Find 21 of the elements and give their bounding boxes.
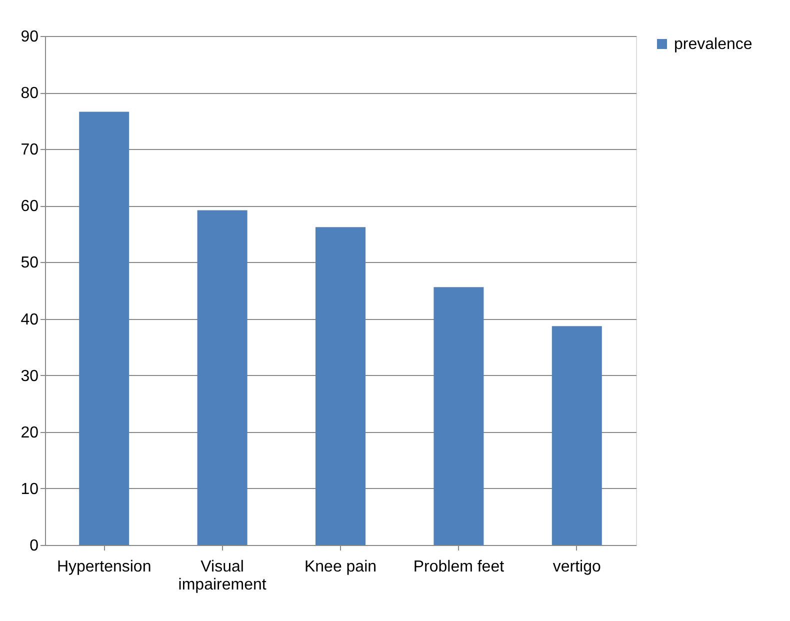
y-tick-label: 80 xyxy=(20,85,39,102)
y-tick-label: 90 xyxy=(20,28,39,46)
x-tick-label: Problem feet xyxy=(413,558,505,576)
x-tick-label: Knee pain xyxy=(304,558,377,576)
bar xyxy=(197,210,248,545)
bar xyxy=(316,227,366,545)
bar xyxy=(79,112,130,545)
x-tick-label: Hypertension xyxy=(56,558,152,576)
x-tick-label: vertigo xyxy=(552,558,602,576)
y-tick-label: 20 xyxy=(20,424,39,442)
y-tick-label: 60 xyxy=(20,198,39,216)
y-tick-label: 40 xyxy=(20,311,39,328)
bar xyxy=(552,326,602,545)
bar xyxy=(434,287,484,545)
legend-label: prevalence xyxy=(674,36,752,53)
y-tick-label: 0 xyxy=(30,538,39,554)
y-tick-label: 70 xyxy=(20,142,39,159)
y-tick-label: 30 xyxy=(20,368,39,385)
x-tick-label: Visual impairement xyxy=(178,558,267,594)
y-tick-label: 10 xyxy=(20,480,39,498)
y-tick-label: 50 xyxy=(20,254,39,272)
